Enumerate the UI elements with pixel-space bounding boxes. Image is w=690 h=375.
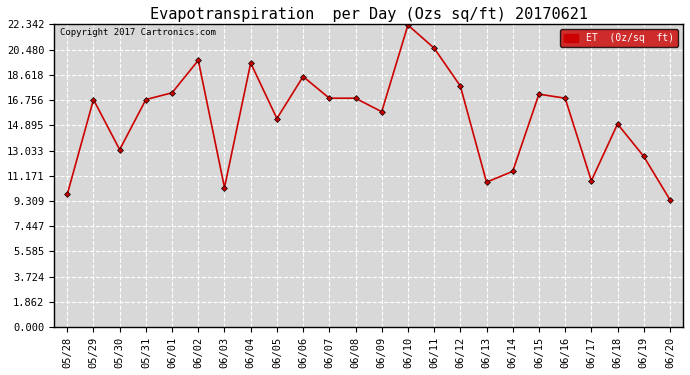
Text: Copyright 2017 Cartronics.com: Copyright 2017 Cartronics.com bbox=[61, 27, 217, 36]
Legend: ET  (0z/sq  ft): ET (0z/sq ft) bbox=[560, 29, 678, 47]
Title: Evapotranspiration  per Day (Ozs sq/ft) 20170621: Evapotranspiration per Day (Ozs sq/ft) 2… bbox=[150, 7, 588, 22]
